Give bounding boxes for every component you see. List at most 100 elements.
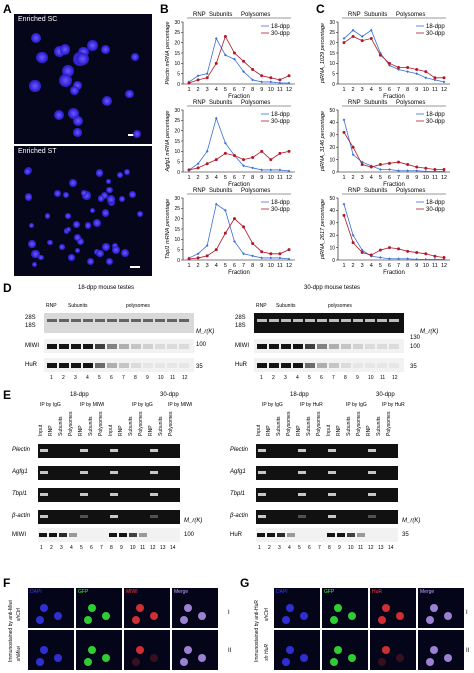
cell [36,658,44,666]
x-tick-label: 7 [242,87,245,93]
lane-number: 5 [308,375,311,381]
data-point-30dpp [251,156,255,160]
e-western-band [257,533,265,537]
x-tick-label: 1 [342,175,345,181]
e-lane-number: 14 [170,545,176,551]
western-band [167,344,177,349]
d-left-28s: 28S [25,315,36,321]
data-point-30dpp [397,160,401,164]
y-tick-label: 0 [177,258,180,264]
fluorescence-image: DAPI [274,588,320,628]
e-column-label: RNP [148,425,154,436]
data-point-18dpp [369,28,373,32]
channel-label: HuR [372,589,383,595]
y-tick-label: 40 [329,120,335,126]
lane-number: 12 [182,375,188,381]
cell [286,604,294,612]
d-left-hur-blot [44,358,194,372]
e-lane-number: 3 [60,545,63,551]
e-column-label: Polysomes [386,411,392,436]
header-polysomes: Polysomes [241,12,270,18]
western-band [155,344,165,349]
f-row2-label: shMiwi [16,646,22,662]
e-lane-number: 11 [140,545,146,551]
e-right-ip3: IP by IgG [346,402,367,408]
d-left-miwi-label: MIWI [25,343,39,349]
x-tick-label: 7 [397,87,400,93]
y-tick-label: 30 [329,20,335,26]
nucleus-spot [54,110,65,120]
nucleus-spot [95,169,104,177]
header-subunits: Subunits [364,188,387,194]
rrna-band [155,319,165,322]
e-lane-number: 7 [318,545,321,551]
rrna-band [167,319,177,322]
data-point-18dpp [378,168,382,171]
e-western-label: HuR [230,532,243,538]
data-point-18dpp [442,257,446,261]
channel-label: GFP [324,589,335,595]
legend-label-30dpp: 30-dpp [426,207,445,213]
data-point-18dpp [269,256,273,260]
data-point-30dpp [205,254,209,258]
data-point-30dpp [433,254,437,258]
nucleus-spot [101,209,110,217]
data-point-30dpp [287,248,291,252]
rrna-band [281,319,291,322]
rrna-band [131,319,141,322]
x-tick-label: 4 [370,263,373,269]
lane-number: 7 [332,375,335,381]
x-tick-label: 2 [197,87,200,93]
e-gene-label: Tbpl1 [230,491,246,497]
nucleus-spot [69,178,78,187]
western-band [71,344,81,349]
fluorescence-image: GFP [322,588,368,628]
x-tick-label: 4 [215,175,218,181]
e-western-band [267,533,275,537]
y-tick-label: 15 [174,51,180,57]
data-point-30dpp [205,76,209,80]
cell [330,616,338,624]
x-tick-label: 11 [277,87,283,93]
y-tick-label: 10 [174,237,180,243]
y-tick-label: 20 [329,40,335,46]
e-western-band [119,533,127,537]
panel-f: Immunostained by anti-Miwi shCtrl shMiwi… [0,578,238,673]
data-point-30dpp [242,158,246,162]
cell [54,654,62,662]
e-western-band [287,533,295,537]
e-gene-label: β-actin [12,513,31,519]
nucleus-spot [106,178,112,184]
pcr-band [298,449,306,452]
x-tick-label: 6 [388,87,391,93]
rt-pcr-gel [38,444,180,458]
western-band [305,344,315,349]
nucleus-spot [123,168,131,176]
cell [184,604,192,612]
d-right-rnp: RNP [256,303,267,309]
data-point-30dpp [278,78,282,82]
pcr-band [80,449,88,452]
series-line-1 [188,37,289,84]
x-tick-label: 10 [423,175,429,181]
e-column-label: RNP [366,425,372,436]
data-point-30dpp [360,39,364,43]
y-tick-label: 10 [174,149,180,155]
e-lane-number: 1 [40,545,43,551]
e-western-band [357,533,365,537]
e-lane-number: 6 [90,545,93,551]
nucleus-spot [131,53,140,62]
cell [198,612,206,620]
y-tick-label: 10 [329,157,335,163]
western-band [131,363,141,368]
y-tick-label: 15 [174,227,180,233]
data-point-30dpp [369,165,373,169]
data-point-30dpp [187,168,191,172]
e-left-age1: 18-dpp [70,392,89,398]
lane-number: 9 [356,375,359,381]
western-band [59,344,69,349]
channel-label: Merge [420,589,435,595]
data-point-30dpp [187,257,191,261]
data-point-30dpp [287,149,291,153]
cell [430,646,438,654]
